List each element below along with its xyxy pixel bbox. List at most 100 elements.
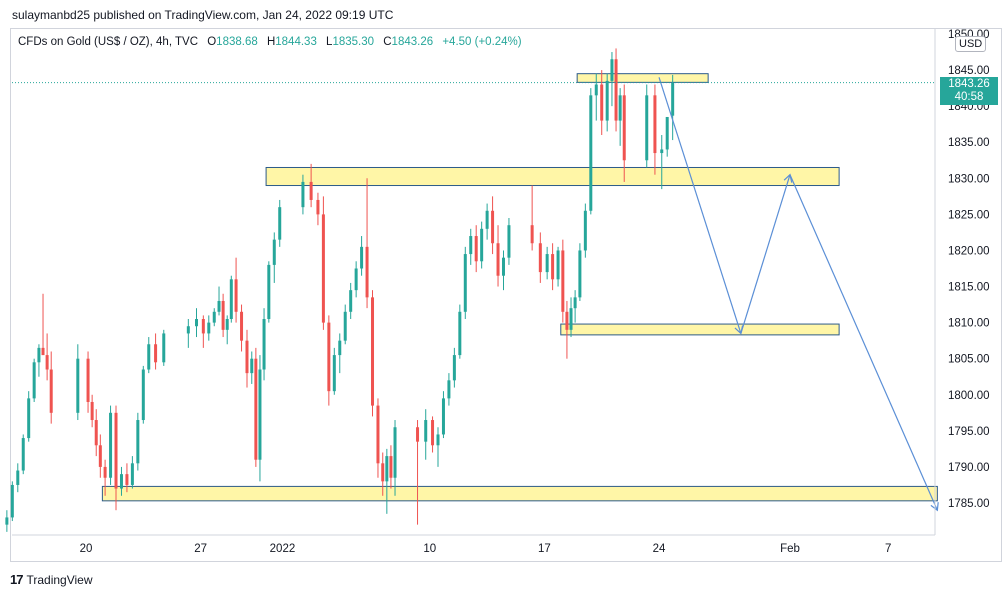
candle: [225, 315, 229, 345]
candle: [234, 257, 238, 323]
high-label: H: [266, 36, 276, 48]
candle: [136, 412, 140, 471]
chart-frame[interactable]: [10, 28, 1002, 562]
candle-body: [125, 474, 129, 485]
candles-layer: [5, 48, 675, 532]
candle: [76, 344, 80, 421]
candle-body: [501, 257, 505, 276]
candle-body: [556, 250, 560, 280]
price-tick-label: 1815.00: [948, 282, 990, 294]
candle-body: [354, 268, 358, 291]
candle-body: [49, 369, 53, 413]
candle-body: [660, 149, 664, 154]
candle: [589, 88, 593, 215]
candle: [147, 337, 151, 374]
price-tick-label: 1820.00: [948, 245, 990, 257]
candle: [37, 344, 41, 377]
candle: [278, 199, 282, 247]
candle: [103, 459, 107, 496]
candle-body: [90, 401, 94, 421]
candle-body: [332, 355, 336, 392]
candle: [360, 236, 364, 276]
candle-body: [671, 82, 675, 116]
candle-body: [94, 420, 98, 446]
candle: [343, 304, 347, 345]
candle: [653, 84, 657, 175]
candle: [605, 73, 609, 132]
candle: [381, 452, 385, 496]
candle: [109, 405, 113, 485]
candle: [436, 427, 440, 467]
candle: [316, 192, 320, 226]
candle-body: [381, 463, 385, 482]
candle-body: [622, 95, 626, 161]
price-tick-label: 1795.00: [948, 426, 990, 438]
candle-body: [610, 59, 614, 81]
candle-body: [507, 225, 511, 258]
high-value: 1844.33: [275, 36, 317, 48]
candle-body: [272, 239, 276, 265]
candle: [496, 225, 500, 287]
candle-body: [37, 347, 41, 363]
candle-body: [653, 95, 657, 154]
candle: [573, 290, 577, 323]
support-resistance-zone: [560, 323, 840, 336]
candle-body: [491, 210, 495, 244]
candle-body: [103, 466, 107, 478]
candle: [458, 304, 462, 359]
candle-body: [229, 279, 233, 320]
price-tick-label: 1825.00: [948, 209, 990, 221]
publisher-credit: sulaymanbd25 published on TradingView.co…: [12, 8, 394, 22]
candle-body: [45, 355, 49, 370]
candle: [660, 135, 664, 190]
candle-body: [10, 484, 14, 518]
candle: [10, 481, 14, 522]
time-tick-label: 17: [538, 543, 551, 555]
time-tick-label: 7: [885, 543, 891, 555]
candle: [27, 391, 31, 442]
candle-body: [338, 340, 342, 356]
candle-body: [416, 427, 420, 442]
candle-body: [565, 311, 569, 330]
candle: [507, 217, 511, 265]
time-tick-label: 10: [423, 543, 436, 555]
candle-body: [267, 264, 271, 320]
candle-body: [365, 246, 369, 298]
candle: [530, 185, 534, 251]
support-resistance-zone: [265, 166, 840, 187]
price-tick-label: 1845.00: [948, 65, 990, 77]
candle-body: [458, 311, 462, 356]
candle-body: [530, 225, 534, 244]
candle-body: [195, 319, 199, 327]
candle-body: [254, 358, 258, 460]
candle: [49, 351, 53, 424]
candle-body: [385, 456, 389, 482]
candle-body: [212, 311, 216, 323]
currency-badge[interactable]: USD: [955, 36, 987, 52]
candle: [501, 250, 505, 291]
candle-body: [474, 236, 478, 262]
candle-body: [496, 243, 500, 276]
candle: [45, 333, 49, 381]
time-tick-label: 27: [194, 543, 207, 555]
candle: [583, 203, 587, 258]
symbol-name: CFDs on Gold (US$ / OZ), 4h, TVC: [18, 36, 199, 48]
candle-body: [327, 322, 331, 392]
candle-body: [393, 427, 397, 478]
price-tick-label: 1830.00: [948, 173, 990, 185]
last-price-label: 1843.26 40:58: [940, 77, 998, 105]
candle: [98, 434, 102, 478]
candle-body: [136, 420, 140, 464]
candle: [309, 163, 313, 208]
candle-body: [217, 300, 221, 312]
candle-body: [258, 369, 262, 460]
candle: [301, 174, 305, 215]
projection-layer: [658, 77, 939, 512]
candle: [32, 358, 36, 402]
price-tick-label: 1835.00: [948, 137, 990, 149]
candle-body: [240, 311, 244, 341]
candle: [561, 239, 565, 323]
candle: [371, 290, 375, 417]
candle: [141, 365, 145, 424]
